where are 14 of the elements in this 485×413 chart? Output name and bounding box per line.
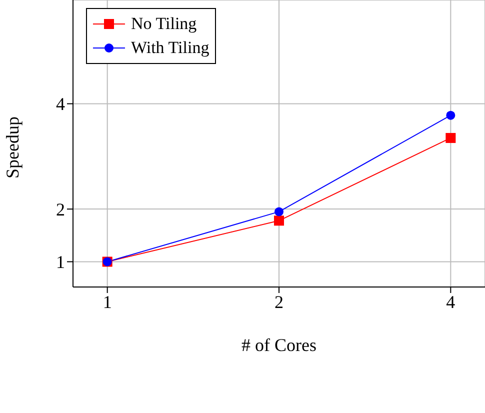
x-axis-title: # of Cores: [242, 335, 316, 355]
y-tick-label: 1: [56, 252, 65, 272]
x-tick-label: 4: [446, 292, 456, 312]
point: [274, 216, 284, 226]
y-axis-title: Speedup: [2, 116, 22, 178]
point: [446, 110, 456, 120]
x-tick-label: 2: [274, 292, 284, 312]
point: [446, 132, 456, 143]
y-tick-label: 2: [56, 199, 65, 220]
x-tick-label: 1: [102, 292, 112, 312]
legend-label: With Tiling: [131, 37, 210, 59]
point: [274, 207, 284, 216]
legend-label: No Tiling: [131, 13, 197, 35]
y-tick-label: 4: [56, 94, 65, 114]
